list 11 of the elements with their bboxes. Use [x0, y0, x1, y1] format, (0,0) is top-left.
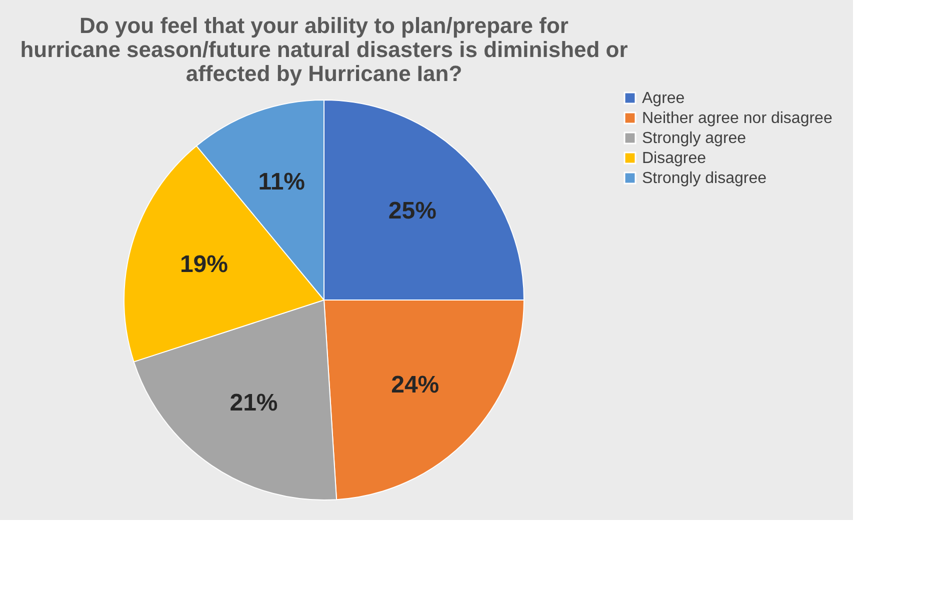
- chart-title: Do you feel that your ability to plan/prepare for hurricane season/future natural disasters is diminished or affected by Hurricane Ian?: [20, 13, 628, 86]
- legend-label: Disagree: [642, 150, 706, 167]
- legend-label: Strongly agree: [642, 130, 746, 147]
- data-label: 25%: [388, 198, 436, 225]
- data-label: 24%: [391, 372, 440, 399]
- data-label: 21%: [230, 389, 278, 416]
- legend-label: Strongly disagree: [642, 170, 767, 187]
- data-label: 19%: [180, 251, 228, 278]
- data-label: 11%: [258, 168, 306, 196]
- legend-label: Neither agree nor disagree: [642, 110, 832, 127]
- legend-label: Agree: [642, 90, 685, 107]
